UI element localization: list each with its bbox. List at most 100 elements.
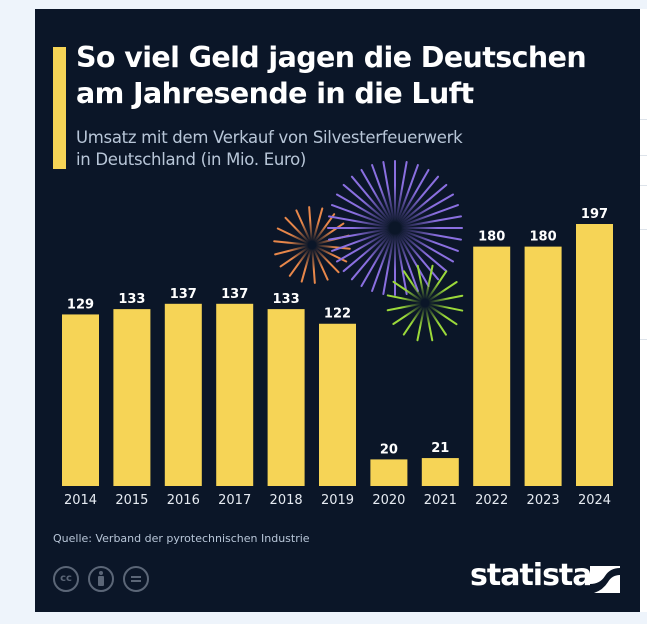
firework-green-ray — [416, 305, 426, 342]
firework-purple-ray — [399, 229, 459, 252]
firework-green-ray — [402, 305, 424, 336]
firework-orange-ray — [288, 247, 311, 277]
bar-2020 — [370, 459, 408, 486]
firework-orange-ray — [276, 227, 310, 245]
firework-purple-ray — [396, 232, 419, 292]
bar-2019 — [319, 323, 356, 486]
firework-purple-ray — [399, 230, 455, 263]
chart-subtitle: Umsatz mit dem Verkauf von Silvesterfeue… — [76, 127, 636, 171]
statista-logo-icon — [590, 566, 620, 593]
x-tick-label: 2016 — [167, 493, 200, 508]
firework-green-ray — [427, 304, 458, 326]
firework-green-ray — [427, 294, 464, 304]
firework-purple-ray — [335, 230, 391, 263]
firework-purple-ray — [350, 175, 393, 225]
subtitle-line: in Deutschland (in Mio. Euro) — [76, 150, 307, 169]
firework-green-ray — [424, 305, 434, 342]
data-label-2017: 137 — [221, 287, 248, 302]
firework-purple-ray — [398, 183, 448, 226]
bar-2015 — [113, 309, 151, 486]
firework-purple-ray — [350, 231, 393, 281]
bar-2022 — [473, 246, 511, 486]
bar-2016 — [164, 303, 202, 486]
firework-green-ray — [424, 264, 434, 301]
firework-purple-ray — [397, 175, 440, 225]
bar-2018 — [267, 309, 305, 486]
firework-purple-ray — [331, 229, 391, 252]
firework-purple-ray — [360, 168, 393, 224]
chart-title: So viel Geld jagen die Deutschen am Jahr… — [76, 41, 587, 110]
firework-green-ray — [392, 280, 423, 302]
firework-purple-ray — [395, 161, 408, 224]
data-label-2018: 133 — [273, 292, 300, 307]
firework-purple-ray — [397, 168, 430, 224]
firework-purple-ray — [399, 193, 455, 226]
firework-purple-ray — [398, 230, 448, 273]
x-tick-label: 2015 — [115, 493, 148, 508]
firework-purple-ray — [395, 232, 408, 295]
firework-green-ray — [427, 302, 464, 312]
bar-2017 — [216, 303, 254, 486]
firework-orange-ray — [274, 244, 310, 256]
source-note: Quelle: Verband der pyrotechnischen Indu… — [53, 532, 310, 545]
x-tick-label: 2014 — [64, 493, 97, 508]
side-strip — [640, 9, 647, 612]
bar-2021 — [421, 458, 459, 486]
bar-2024 — [576, 224, 613, 486]
firework-purple-ray — [328, 228, 391, 241]
x-tick-label: 2020 — [372, 493, 405, 508]
x-tick-label: 2019 — [321, 493, 354, 508]
firework-purple-ray — [342, 230, 392, 273]
firework-orange-ray — [308, 206, 313, 243]
firework-purple-ray — [397, 232, 430, 288]
data-label-2024: 197 — [581, 207, 608, 222]
firework-orange-ray — [295, 209, 312, 243]
x-tick-label: 2022 — [475, 493, 508, 508]
firework-purple-ray — [382, 232, 395, 295]
firework-orange-ray — [273, 240, 310, 246]
title-accent-bar — [53, 47, 66, 169]
data-label-2022: 180 — [478, 230, 505, 245]
firework-green-ray — [426, 270, 448, 301]
firework-purple-ray — [335, 193, 391, 226]
bar-2023 — [524, 246, 562, 486]
firework-green-ray — [416, 264, 426, 301]
x-tick-label: 2018 — [270, 493, 303, 508]
statista-logo: statista — [470, 558, 593, 593]
data-label-2020: 20 — [380, 442, 398, 457]
bar-2014 — [62, 314, 99, 486]
firework-purple-ray — [331, 204, 391, 227]
x-tick-label: 2024 — [578, 493, 611, 508]
firework-orange-ray — [314, 222, 345, 244]
x-tick-label: 2023 — [527, 493, 560, 508]
firework-purple-ray — [382, 161, 395, 224]
firework-orange-ray — [311, 247, 316, 284]
attribution-icon — [88, 566, 114, 592]
firework-green-ray — [426, 305, 447, 336]
subtitle-line: Umsatz mit dem Verkauf von Silvesterfeue… — [76, 128, 463, 147]
firework-orange-ray — [313, 213, 336, 243]
firework-purple-ray — [371, 232, 394, 292]
data-label-2019: 122 — [324, 307, 351, 322]
firework-green-ray — [386, 302, 423, 312]
firework-purple-ray — [360, 232, 393, 288]
firework-orange-ray — [284, 216, 311, 244]
firework-green-ray — [392, 304, 423, 325]
x-tick-label: 2017 — [218, 493, 251, 508]
data-label-2021: 21 — [431, 441, 449, 456]
firework-purple-ray — [342, 183, 392, 226]
data-label-2016: 137 — [170, 287, 197, 302]
firework-purple-ray — [399, 228, 462, 241]
data-label-2014: 129 — [67, 297, 94, 312]
firework-orange-ray — [279, 246, 310, 268]
firework-orange-ray — [300, 247, 312, 283]
firework-purple-ray — [328, 215, 391, 228]
firework-green-ray — [386, 294, 423, 304]
data-label-2015: 133 — [118, 292, 145, 307]
firework-orange-ray — [314, 244, 351, 250]
firework-orange-ray — [312, 247, 329, 281]
firework-green-ray — [403, 270, 424, 301]
firework-orange-ray — [312, 207, 324, 243]
firework-purple-ray — [399, 204, 459, 227]
